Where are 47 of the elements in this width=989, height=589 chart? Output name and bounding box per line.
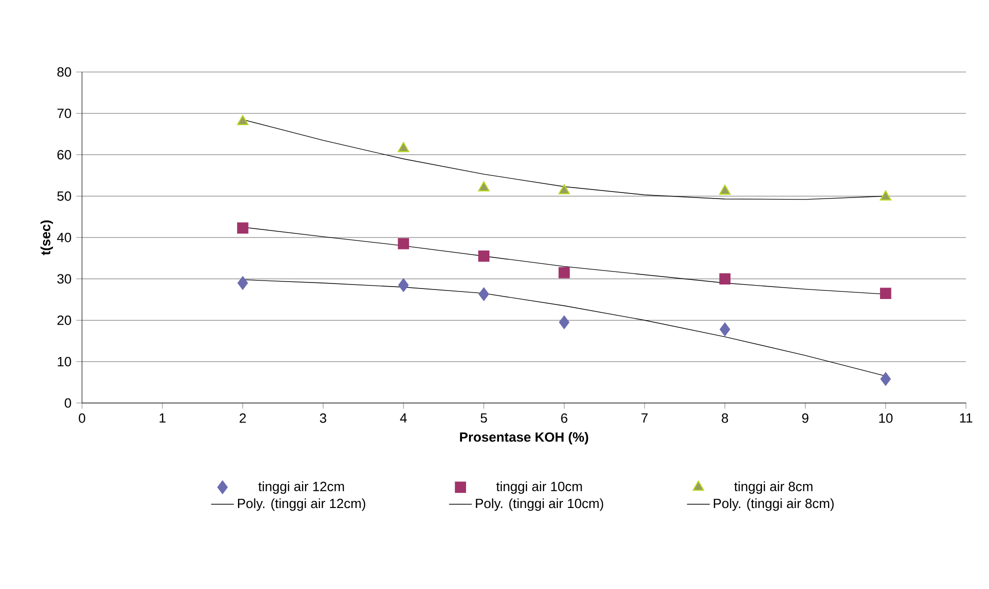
y-tick-label: 40 <box>57 232 72 242</box>
y-tick-label: 0 <box>64 398 72 408</box>
x-tick-label: 6 <box>561 413 568 423</box>
y-tick-label: 50 <box>57 191 72 201</box>
x-tick-label: 1 <box>160 413 166 423</box>
x-axis-title: Prosentase KOH (%) <box>460 432 588 444</box>
point <box>558 184 570 194</box>
y-tick-label: 60 <box>57 150 72 160</box>
legend-label: Poly. (tinggi air 10cm) <box>476 498 604 511</box>
point <box>880 372 891 386</box>
legend-label: tinggi air 12cm <box>258 481 344 494</box>
x-tick-label: 7 <box>642 413 648 423</box>
point <box>719 184 731 195</box>
y-tick-label: 20 <box>57 316 72 325</box>
x-tick-label: 10 <box>879 413 893 423</box>
legend-label: tinggi air 10cm <box>496 481 582 494</box>
point <box>719 273 731 284</box>
point <box>478 181 490 192</box>
y-tick-label: 10 <box>58 356 72 366</box>
x-tick-label: 8 <box>722 413 728 423</box>
point <box>398 278 409 292</box>
point <box>398 142 410 152</box>
x-tick-label: 0 <box>78 413 86 423</box>
x-tick-label: 4 <box>400 413 407 423</box>
y-tick-label: 30 <box>57 274 72 284</box>
point <box>478 287 490 302</box>
point <box>478 250 490 262</box>
point <box>558 267 570 278</box>
legend-label: Poly. (tinggi air 12cm) <box>238 498 366 511</box>
point <box>237 276 248 290</box>
x-tick-label: 9 <box>802 413 808 423</box>
point <box>398 238 410 250</box>
point <box>880 288 892 299</box>
legend-label: tinggi air 8cm <box>734 481 812 494</box>
x-tick-label: 3 <box>320 413 326 423</box>
point <box>880 190 892 200</box>
point <box>237 115 248 126</box>
y-tick-label: 80 <box>57 67 72 77</box>
y-tick-label: 70 <box>57 108 72 118</box>
x-tick-label: 5 <box>480 413 487 423</box>
point <box>237 222 248 234</box>
point <box>720 322 730 336</box>
y-axis-title: t(sec) <box>40 220 53 256</box>
x-tick-label: 11 <box>960 413 972 423</box>
x-tick-label: 2 <box>240 413 246 423</box>
legend-label: Poly. (tinggi air 8cm) <box>714 498 834 511</box>
point <box>558 315 570 330</box>
